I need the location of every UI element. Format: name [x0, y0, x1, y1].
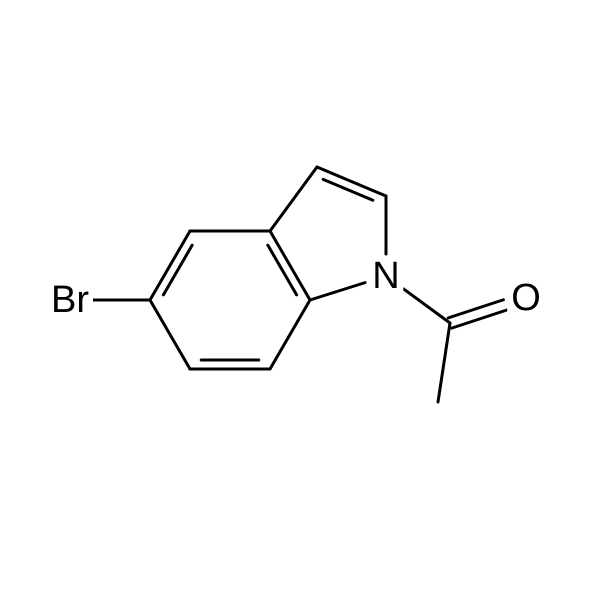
atom-label-n: N — [368, 257, 403, 295]
bond-line — [310, 283, 365, 300]
bond-line — [438, 323, 450, 402]
bond-line — [323, 179, 373, 200]
atom-label-o: O — [507, 279, 545, 317]
bond-line — [270, 167, 317, 231]
bond-line — [270, 231, 310, 300]
atom-label-br: Br — [47, 281, 93, 319]
bond-line — [404, 289, 450, 323]
bond-line — [150, 300, 190, 369]
bond-line — [150, 231, 190, 300]
chemistry-diagram: Br N O — [0, 0, 600, 600]
bond-line — [270, 300, 310, 369]
